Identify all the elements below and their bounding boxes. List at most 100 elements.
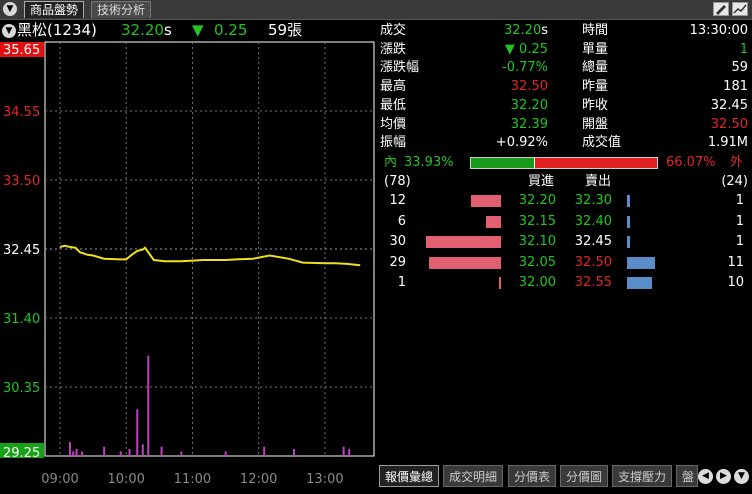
edit-icon[interactable] (713, 2, 729, 16)
dropdown-chevron-icon[interactable]: ▼ (3, 2, 17, 16)
bid-price: 32.05 (518, 254, 556, 270)
x-tick-label: 10:00 (107, 472, 144, 487)
x-tick-label: 09:00 (41, 472, 78, 487)
outer-pct: 66.07% (666, 155, 716, 170)
stat-value: 1 (739, 41, 748, 57)
bid-price: 32.00 (518, 275, 556, 290)
stat-label: 昨量 (582, 79, 609, 95)
ask-qty: 1 (735, 234, 744, 249)
ask-header: 賣出 (585, 174, 612, 189)
header-change: 0.25 (214, 21, 248, 39)
bid-qty: 29 (389, 254, 406, 270)
header-price: 32.20s (121, 21, 172, 39)
stat-label: 漲跌幅 (380, 60, 420, 76)
price-line (59, 244, 361, 267)
bid-qty: 12 (389, 193, 406, 208)
header-volume: 59張 (268, 21, 303, 39)
ask-price: 32.30 (574, 193, 612, 208)
ask-volume-bar (627, 277, 652, 289)
y-tick-bg (0, 443, 44, 458)
bid-qty: 1 (397, 275, 406, 290)
bid-price: 32.20 (518, 193, 556, 208)
stat-value: 181 (723, 79, 748, 95)
chart-icon[interactable] (732, 2, 748, 16)
bid-volume-bar (471, 195, 501, 207)
intraday-chart: 35.65 34.55 33.50 32.45 31.40 30.35 29.25 09:00… (0, 40, 380, 490)
ask-price: 32.50 (574, 254, 612, 270)
inout-ratio-inner-fill (471, 158, 536, 168)
stat-label: 時間 (582, 23, 609, 38)
tab-quote-summary[interactable]: 報價彙總 (379, 465, 440, 487)
ask-volume-bar (627, 236, 630, 248)
tab-support-resistance[interactable]: 支撐壓力 (612, 465, 673, 487)
tab-price-table[interactable]: 分價表 (508, 465, 557, 487)
y-tick-label: 32.45 (3, 243, 40, 258)
stat-label: 均價 (380, 116, 407, 132)
inout-ratio-bar (470, 157, 658, 169)
y-tick-label: 29.25 (3, 446, 40, 461)
stat-label: 單量 (582, 41, 609, 57)
stat-value: 1.91M (707, 135, 748, 151)
stat-value: ▼ 0.25 (504, 41, 548, 57)
bid-total: (78) (384, 174, 411, 189)
header-down-arrow-icon: ▼ (192, 21, 204, 39)
bid-volume-bar (486, 215, 501, 228)
ask-price: 32.45 (574, 234, 612, 249)
stat-value: 32.20s (504, 23, 548, 38)
inner-pct: 33.93% (404, 155, 454, 170)
y-tick-label: 31.40 (3, 312, 40, 327)
stat-value: 59 (731, 60, 748, 76)
down-arrow-icon: ▼ (504, 41, 520, 57)
stat-label: 漲跌 (380, 41, 407, 57)
bid-price: 32.15 (518, 213, 556, 229)
stock-menu-chevron-icon[interactable]: ▼ (2, 24, 16, 38)
inner-label: 內 (384, 155, 398, 170)
stat-value: 32.45 (710, 97, 748, 113)
x-tick-label: 11:00 (174, 472, 211, 487)
stat-value: 13:30:00 (689, 23, 748, 38)
ask-qty: 11 (727, 254, 744, 270)
ask-qty: 1 (735, 213, 744, 229)
stat-value: 32.50 (510, 79, 548, 95)
x-tick-label: 12:00 (240, 472, 277, 487)
tab-dropdown-icon[interactable]: ▼ (734, 469, 749, 484)
bid-volume-bar (498, 277, 501, 289)
tab-technical-analysis[interactable]: 技術分析 (91, 1, 152, 18)
stat-value: 32.20 (510, 97, 548, 113)
y-tick-label: 30.35 (3, 381, 40, 396)
top-tab-bar: ▼ 商品盤勢 技術分析 (0, 0, 752, 20)
stat-label: 最高 (380, 79, 407, 95)
ask-price: 32.40 (574, 213, 612, 229)
bid-header: 買進 (528, 174, 555, 189)
y-tick-bg (0, 42, 44, 57)
bid-qty: 30 (389, 234, 406, 249)
tab-trade-details[interactable]: 成交明細 (443, 465, 504, 487)
stat-label: 成交值 (582, 135, 622, 151)
stock-name: 黑松(1234) (17, 21, 97, 39)
bid-volume-bar (426, 236, 501, 248)
stat-label: 成交 (380, 23, 407, 38)
stat-value: 32.39 (510, 116, 548, 132)
x-tick-label: 13:00 (306, 472, 343, 487)
scroll-left-icon[interactable]: ◀ (698, 469, 713, 484)
outer-label: 外 (730, 155, 744, 170)
chart-svg: 35.65 34.55 33.50 32.45 31.40 30.35 29.2509:00… (0, 41, 375, 487)
stat-label: 總量 (582, 60, 609, 76)
ask-volume-bar (627, 195, 630, 207)
tab-market-status[interactable]: 商品盤勢 (24, 1, 85, 18)
order-book: 12 32.20 32.30 1 6 32.15 32.40 1 30 32.10 32.45 1 29… (380, 192, 752, 292)
scroll-right-icon[interactable]: ▶ (716, 469, 731, 484)
stat-label: 振幅 (380, 135, 407, 151)
bid-volume-bar (428, 256, 501, 269)
stat-label: 最低 (380, 97, 407, 113)
stats-panel: 成交 32.20s 漲跌 ▼ 0.25 漲跌幅 -0.77% 最高 32.50 最低 32.20 均… (380, 22, 752, 152)
bid-price: 32.10 (518, 234, 556, 249)
stat-value: +0.92% (495, 135, 548, 151)
ask-qty: 10 (727, 275, 744, 290)
bid-qty: 6 (397, 213, 406, 229)
stat-value: 32.50 (710, 116, 748, 132)
tab-price-chart[interactable]: 分價圖 (560, 465, 609, 487)
ask-volume-bar (627, 215, 630, 228)
tab-more[interactable]: 盤 (676, 465, 698, 487)
y-tick-label: 35.65 (3, 43, 40, 58)
